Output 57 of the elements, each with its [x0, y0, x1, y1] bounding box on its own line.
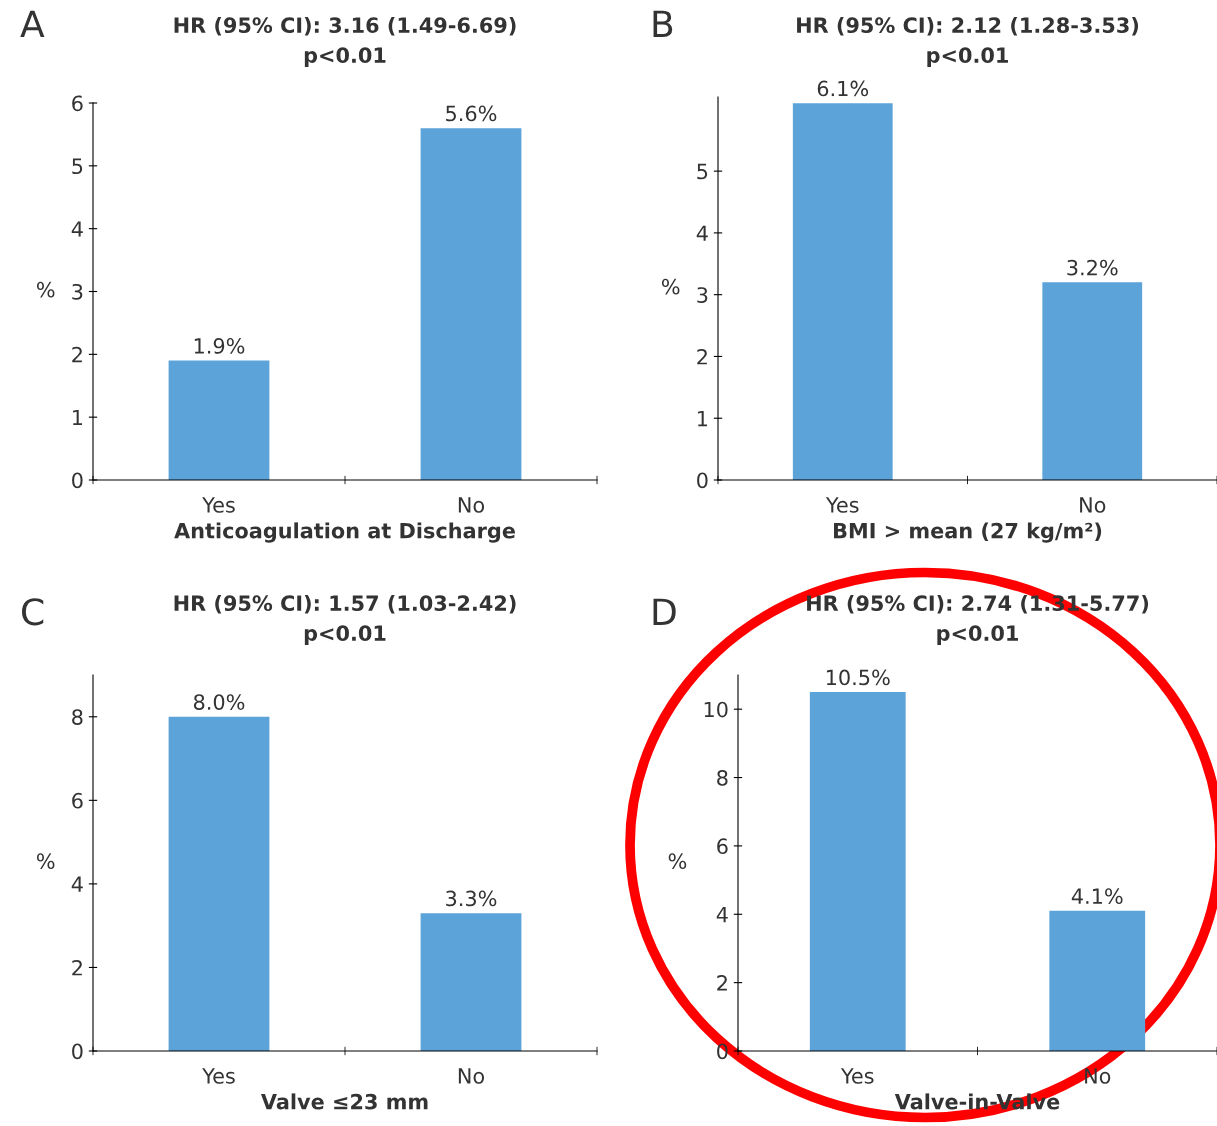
y-axis-title: %: [668, 853, 687, 870]
y-tick-label: 6: [72, 792, 83, 809]
x-tick-label: Yes: [825, 497, 859, 513]
x-tick-label: No: [1080, 497, 1106, 513]
data-label: 4.1%: [1071, 888, 1123, 905]
y-tick-label: 0: [72, 1043, 83, 1060]
y-tick-label: 1: [73, 409, 83, 426]
y-tick-label: 5: [697, 163, 708, 180]
y-tick-label: 0: [697, 472, 708, 489]
text: D: [653, 598, 676, 625]
y-tick-label: 4: [696, 225, 708, 241]
y-tick-label: 4: [716, 907, 728, 923]
y-axis-title: %: [661, 278, 680, 295]
data-label: 10.5%: [826, 669, 890, 686]
y-tick-label: 2: [697, 348, 707, 365]
x-axis-title: Valve ≤23 mm: [260, 1093, 428, 1110]
y-axis-title: %: [36, 853, 55, 870]
x-tick-label: No: [458, 1068, 485, 1084]
x-tick-label: Yes: [202, 497, 235, 513]
chart-subtitle: p<0.01: [937, 625, 1018, 646]
y-tick-label: 4: [71, 876, 83, 892]
y-tick-label: 0: [72, 472, 83, 489]
data-label: 3.2%: [1067, 259, 1118, 276]
y-tick-label: 8: [717, 770, 728, 786]
data-label: 6.1%: [817, 80, 869, 97]
y-tick-label: 3: [697, 287, 708, 303]
y-tick-label: 8: [72, 709, 83, 725]
chart-title: HR (95% CI): 2.12 (1.28-3.53): [797, 16, 1139, 36]
data-label: 3.3%: [446, 890, 497, 907]
y-tick-label: 5: [72, 158, 83, 175]
y-tick-label: 2: [72, 346, 82, 363]
text: C: [22, 598, 44, 626]
x-tick-label: Yes: [202, 1068, 235, 1084]
text: A: [20, 10, 45, 37]
x-tick-label: Yes: [840, 1068, 874, 1084]
chart-subtitle: p<0.01: [304, 625, 386, 646]
y-tick-label: 6: [72, 95, 83, 112]
chart-subtitle: p<0.01: [304, 47, 386, 68]
y-axis-title: %: [36, 281, 55, 298]
y-tick-label: 3: [72, 283, 83, 300]
y-tick-label: 1: [698, 410, 708, 427]
y-tick-label: 2: [72, 959, 82, 976]
y-tick-label: 6: [717, 838, 728, 855]
text: B: [653, 10, 673, 37]
x-axis-title: Anticoagulation at Discharge: [174, 522, 515, 543]
y-tick-label: 2: [717, 975, 727, 991]
x-tick-label: No: [1085, 1068, 1111, 1084]
y-tick-label: 10: [704, 701, 728, 718]
chart-subtitle: p<0.01: [927, 47, 1008, 68]
data-label: 8.0%: [193, 694, 245, 710]
y-tick-label: 4: [71, 221, 83, 237]
x-tick-label: No: [458, 497, 485, 513]
chart-title: HR (95% CI): 3.16 (1.49-6.69): [174, 16, 516, 36]
chart-title: HR (95% CI): 1.57 (1.03-2.42): [174, 594, 516, 614]
x-axis-title: BMI > mean (27 kg/m²): [834, 522, 1102, 543]
data-label: 1.9%: [194, 338, 245, 354]
data-label: 5.6%: [446, 105, 497, 122]
